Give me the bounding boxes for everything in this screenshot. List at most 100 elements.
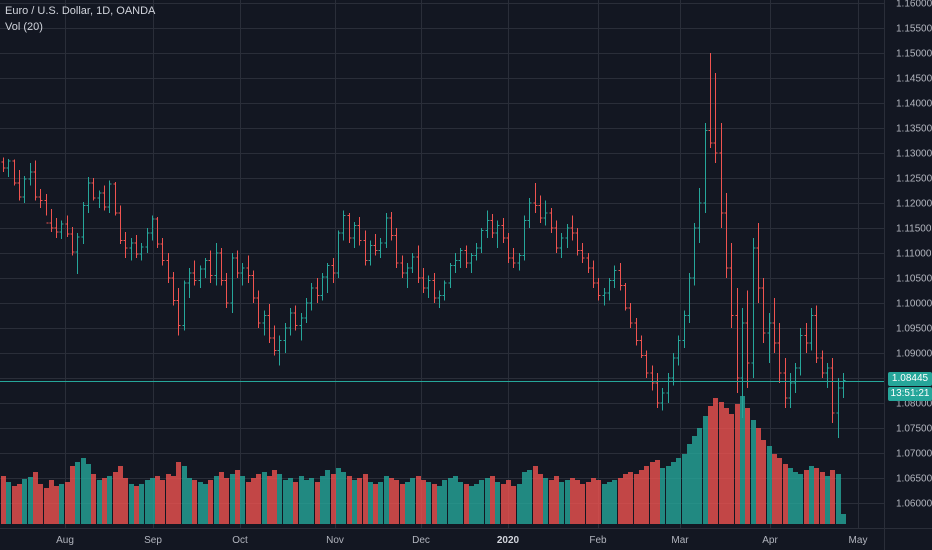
volume-bar	[139, 484, 144, 524]
volume-bar	[432, 484, 437, 524]
price-tick-label: 1.11500	[896, 224, 932, 235]
ohlc-bar	[729, 243, 734, 328]
ohlc-bar	[336, 230, 341, 278]
price-tick-label: 1.07500	[896, 424, 932, 435]
volume-bar	[86, 464, 91, 524]
ohlc-bar	[129, 238, 134, 261]
volume-bar	[267, 476, 272, 524]
ohlc-bar	[804, 323, 809, 353]
volume-bar	[230, 474, 235, 524]
ohlc-bar	[22, 176, 27, 203]
volume-bar	[28, 477, 33, 524]
ohlc-bar	[283, 323, 288, 353]
ohlc-bar	[559, 233, 564, 258]
ohlc-bar	[97, 190, 102, 208]
volume-bar	[394, 480, 399, 524]
volume-bar	[384, 476, 389, 524]
ohlc-bar	[660, 388, 665, 411]
volume-bar	[208, 480, 213, 524]
ohlc-bar	[644, 350, 649, 378]
volume-bar	[448, 478, 453, 524]
ohlc-bar	[331, 258, 336, 283]
volume-bar	[262, 472, 267, 524]
volume-bar	[410, 478, 415, 524]
price-tick-label: 1.14000	[896, 99, 932, 110]
volume-bar	[538, 474, 543, 524]
ohlc-bar	[347, 213, 352, 243]
ohlc-bar	[495, 220, 500, 248]
ohlc-bar	[740, 308, 745, 418]
time-tick-label: Apr	[762, 535, 778, 546]
volume-bar	[368, 482, 373, 524]
volume-indicator-label[interactable]: Vol (20)	[5, 21, 43, 33]
volume-bar	[612, 480, 617, 524]
volume-bar	[740, 396, 745, 524]
volume-bar	[745, 408, 750, 524]
volume-bar	[304, 480, 309, 524]
ohlc-bar	[54, 218, 59, 238]
price-tick-label: 1.15500	[896, 24, 932, 35]
volume-bar	[176, 462, 181, 524]
volume-bar	[224, 478, 229, 524]
time-axis[interactable]: Aug Sep Oct Nov Dec 2020 Feb Mar Apr May	[0, 528, 932, 547]
ohlc-bar	[6, 159, 11, 177]
volume-bar	[389, 478, 394, 524]
ohlc-bar	[246, 255, 251, 283]
price-tick-label: 1.10500	[896, 274, 932, 285]
volume-bar	[33, 472, 38, 524]
ohlc-bar	[437, 290, 442, 308]
volume-bar	[591, 478, 596, 524]
time-tick-label: Dec	[412, 535, 430, 546]
volume-bar	[283, 480, 288, 524]
ohlc-bar	[70, 227, 75, 256]
ohlc-bar	[389, 212, 394, 241]
ohlc-bar	[671, 353, 676, 386]
ohlc-bar	[618, 263, 623, 291]
volume-bar	[501, 484, 506, 524]
ohlc-bar	[352, 222, 357, 248]
volume-bar	[150, 478, 155, 524]
ohlc-bar	[12, 159, 17, 186]
ohlc-bar	[687, 273, 692, 323]
ohlc-bar	[182, 280, 187, 331]
symbol-title[interactable]: Euro / U.S. Dollar, 1D, OANDA	[5, 5, 156, 17]
volume-bar	[70, 466, 75, 524]
ohlc-bar	[517, 253, 522, 271]
price-tick-label: 1.09000	[896, 349, 932, 360]
ohlc-bar	[501, 218, 506, 243]
volume-bar	[719, 402, 724, 524]
volume-bar	[118, 466, 123, 524]
ohlc-bar	[192, 260, 197, 286]
volume-bar	[836, 474, 841, 524]
ohlc-bar	[75, 233, 80, 274]
volume-bar	[586, 482, 591, 524]
ohlc-bar	[256, 290, 261, 328]
volume-bar	[804, 470, 809, 524]
volume-bar	[575, 480, 580, 524]
volume-bar	[192, 480, 197, 524]
volume-bar	[277, 474, 282, 524]
ohlc-bar	[836, 378, 841, 438]
ohlc-bar	[320, 273, 325, 301]
volume-bar	[145, 480, 150, 524]
volume-bar	[341, 472, 346, 524]
volume-bar	[246, 482, 251, 524]
time-tick-label: 2020	[497, 535, 520, 546]
ohlc-bar	[368, 240, 373, 266]
ohlc-bar	[166, 253, 171, 283]
price-bars	[1, 53, 846, 438]
volume-bar	[809, 466, 814, 524]
ohlc-bar	[17, 170, 22, 201]
volume-bar	[75, 462, 80, 524]
ohlc-bar	[703, 123, 708, 213]
ohlc-bar	[724, 193, 729, 278]
price-axis[interactable]: 1.16000 1.15500 1.15000 1.14500 1.14000 1.135…	[884, 0, 932, 550]
price-tick-label: 1.08000	[896, 399, 932, 410]
volume-bar	[682, 454, 687, 524]
volume-bar	[490, 476, 495, 524]
ohlc-bar	[713, 73, 718, 163]
volume-bar	[453, 476, 458, 524]
ohlc-bar	[655, 373, 660, 408]
volume-bar	[618, 478, 623, 524]
